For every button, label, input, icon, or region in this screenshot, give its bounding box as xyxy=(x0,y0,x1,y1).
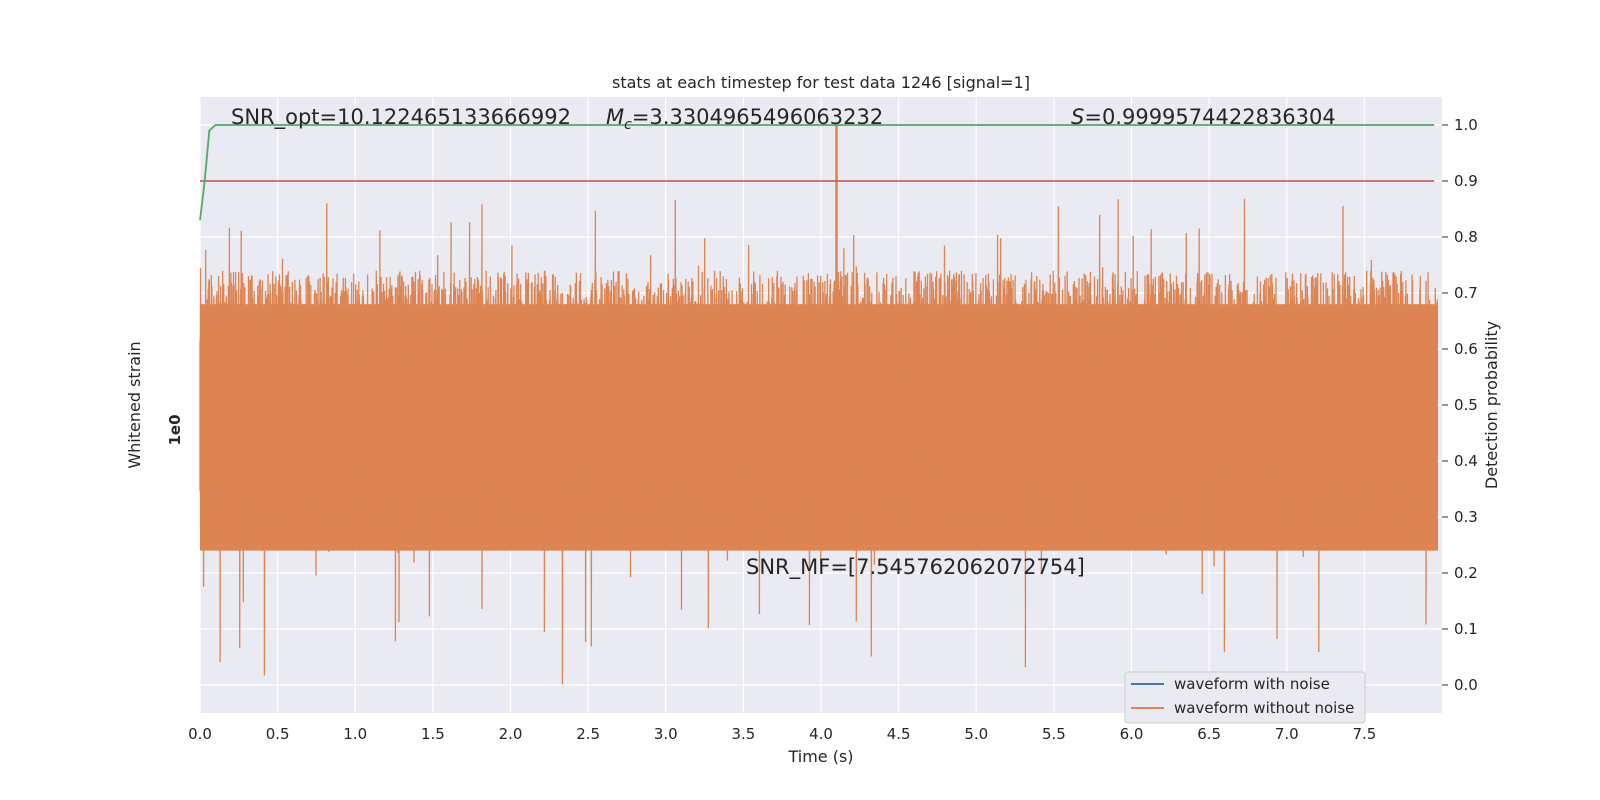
y-tick-label-right: 0.4 xyxy=(1454,452,1478,470)
y-tick-label-right: 0.8 xyxy=(1454,228,1478,246)
y-axis-label-right: Detection probability xyxy=(1482,321,1501,489)
x-tick-label: 1.5 xyxy=(421,725,445,743)
snr-opt-annotation: SNR_opt=10.122465133666992 xyxy=(231,105,571,130)
x-tick-label: 2.0 xyxy=(499,725,523,743)
y-tick-label-right: 0.1 xyxy=(1454,620,1478,638)
waveform-without-noise-line xyxy=(199,125,1438,685)
legend-box xyxy=(1124,671,1366,724)
y-tick-label-right: 0.0 xyxy=(1454,676,1478,694)
x-tick-label: 2.5 xyxy=(576,725,600,743)
chart-title: stats at each timestep for test data 124… xyxy=(612,73,1030,92)
x-tick-label: 5.0 xyxy=(964,725,988,743)
x-tick-label: 3.5 xyxy=(731,725,755,743)
axis-ticks: 0.0 0.5 1.0 1.5 2.0 2.5 3.0 3.5 4.0 4.5 5.0 5.5 6.0 6… xyxy=(188,116,1478,743)
detection-probability-line xyxy=(199,124,1435,221)
legend-label-with-noise: waveform with noise xyxy=(1174,675,1330,693)
y-tick-label-left: 1e0 xyxy=(166,414,184,445)
y-tick-label-right: 0.6 xyxy=(1454,340,1478,358)
significance-annotation: S=0.9999574422836304 xyxy=(1071,105,1336,129)
y-tick-label-right: 0.9 xyxy=(1454,172,1478,190)
x-tick-label: 6.0 xyxy=(1120,725,1144,743)
y-axis-label-left: Whitened strain xyxy=(125,341,144,468)
x-tick-label: 7.0 xyxy=(1275,725,1299,743)
x-tick-label: 5.5 xyxy=(1042,725,1066,743)
y-tick-label-right: 0.2 xyxy=(1454,564,1478,582)
y-tick-label-right: 0.3 xyxy=(1454,508,1478,526)
x-tick-label: 0.0 xyxy=(188,725,212,743)
x-tick-label: 0.5 xyxy=(266,725,290,743)
x-tick-label: 4.5 xyxy=(887,725,911,743)
chirp-mass-annotation: Mc=3.3304965496063232 xyxy=(606,105,883,133)
legend: waveform with noise waveform without noi… xyxy=(1124,671,1366,724)
detection-probability-path xyxy=(199,124,1435,221)
x-tick-label: 6.5 xyxy=(1197,725,1221,743)
y-tick-label-right: 1.0 xyxy=(1454,116,1478,134)
y-tick-label-right: 0.5 xyxy=(1454,396,1478,414)
waveform-without-noise-path xyxy=(199,198,1438,685)
x-tick-label: 4.0 xyxy=(809,725,833,743)
x-axis-label: Time (s) xyxy=(787,747,853,766)
x-tick-label: 1.0 xyxy=(343,725,367,743)
legend-label-without-noise: waveform without noise xyxy=(1174,699,1354,717)
y-tick-label-right: 0.7 xyxy=(1454,284,1478,302)
x-tick-label: 3.0 xyxy=(654,725,678,743)
x-tick-label: 7.5 xyxy=(1352,725,1376,743)
snr-mf-annotation: SNR_MF=[7.545762062072754] xyxy=(746,555,1085,580)
